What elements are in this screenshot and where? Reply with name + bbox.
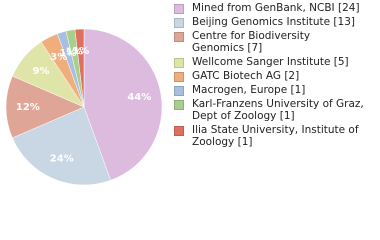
legend-swatch [174,58,184,68]
legend-item: Macrogen, Europe [1] [172,84,377,96]
slice-label: 12% [16,102,40,113]
legend-item: Mined from GenBank, NCBI [24] [172,2,377,14]
legend-label: GATC Biotech AG [2] [192,70,300,82]
legend-swatch [174,18,184,28]
slice-label: 3% [50,52,67,63]
legend-label: Centre for Biodiversity Genomics [7] [192,30,311,54]
legend-swatch [174,100,184,110]
legend-item: GATC Biotech AG [2] [172,70,377,82]
legend-label: Karl-Franzens University of Graz, Dept o… [192,98,364,122]
legend-item: Ilia State University, Institute of Zool… [172,124,377,148]
pie-slice [5,75,85,139]
legend-label: Ilia State University, Institute of Zool… [192,124,359,148]
pie: 44%24%12%9%3%1%1%1% [5,28,163,186]
legend-label: Macrogen, Europe [1] [192,84,306,96]
slice-label: 44% [127,92,151,103]
slice-label: 1% [59,48,76,59]
slice-label: 1% [72,46,89,57]
legend-label: Beijing Genomics Institute [13] [192,16,355,28]
pie-slice [74,28,85,108]
slice-label: 1% [66,47,83,58]
legend-swatch [174,32,184,42]
pie-slice [12,106,111,186]
legend-item: Centre for Biodiversity Genomics [7] [172,30,377,54]
legend-swatch [174,126,184,136]
legend: Mined from GenBank, NCBI [24] Beijing Gen… [172,2,377,150]
slice-label: 9% [32,66,49,77]
legend-swatch [174,86,184,96]
legend-swatch [174,72,184,82]
legend-label: Wellcome Sanger Institute [5] [192,56,349,68]
pie-slice [83,28,163,181]
legend-item: Beijing Genomics Institute [13] [172,16,377,28]
slice-label: 24% [50,154,74,165]
legend-label: Mined from GenBank, NCBI [24] [192,2,360,14]
legend-swatch [174,4,184,14]
legend-item: Wellcome Sanger Institute [5] [172,56,377,68]
legend-item: Karl-Franzens University of Graz, Dept o… [172,98,377,122]
